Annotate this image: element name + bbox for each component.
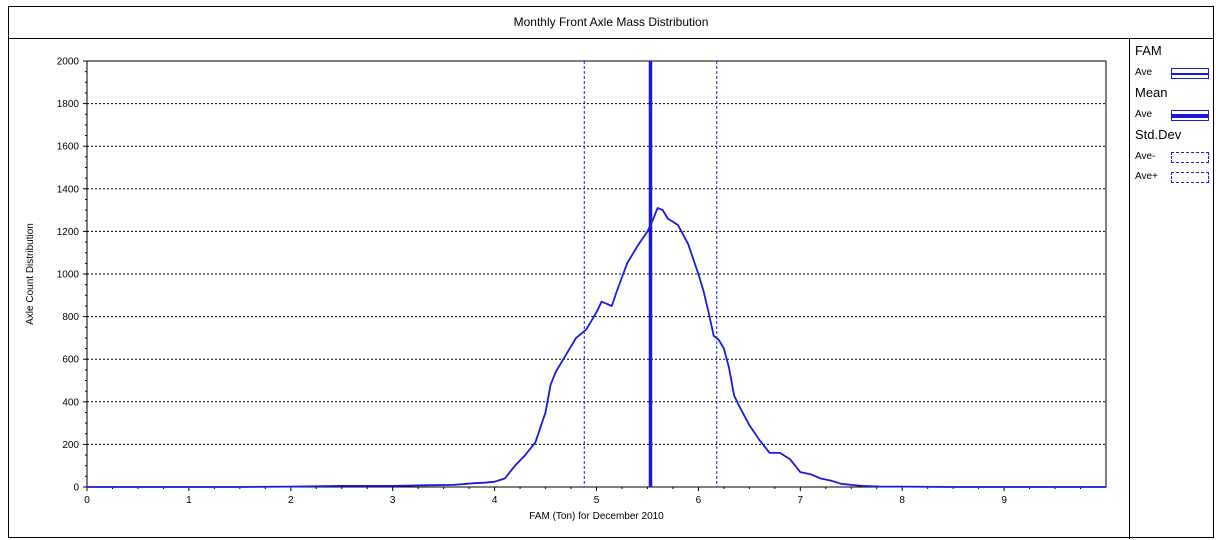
x-tick-label: 0	[84, 495, 90, 506]
legend-title-mean: Mean	[1135, 85, 1168, 100]
legend-swatch-mean	[1171, 110, 1209, 121]
legend: FAM Ave Mean Ave Std.Dev Ave- Ave+	[1131, 39, 1215, 199]
x-tick-label: 3	[390, 495, 396, 506]
y-tick-label: 400	[62, 397, 79, 408]
legend-swatch-fam	[1171, 68, 1209, 79]
y-tick-label: 1200	[57, 227, 80, 238]
y-tick-label: 1000	[57, 270, 80, 281]
plot-svg: 0 200 400 600 800 1000 1200 1400 1600 1800 2000 0 1 2…	[25, 57, 1107, 522]
y-axis-label: Axle Count Distribution	[25, 223, 36, 325]
chart-frame: Monthly Front Axle Mass Distribution 0 20…	[8, 6, 1215, 539]
y-tick-label: 600	[62, 355, 79, 366]
legend-swatch-std-minus	[1171, 152, 1209, 163]
legend-divider	[1129, 39, 1130, 539]
chart-title: Monthly Front Axle Mass Distribution	[9, 7, 1213, 39]
series-line-fam-ave	[87, 207, 1106, 488]
legend-swatch-std-plus	[1171, 172, 1209, 183]
y-tick-label: 2000	[57, 57, 80, 68]
x-axis-label: FAM (Ton) for December 2010	[529, 511, 664, 522]
x-tick-label: 6	[696, 495, 702, 506]
x-tick-label: 2	[288, 495, 294, 506]
x-tick-label: 1	[186, 495, 192, 506]
legend-label-fam-ave: Ave	[1135, 67, 1153, 78]
x-tick-label: 8	[899, 495, 905, 506]
y-tick-label: 0	[73, 483, 79, 494]
x-tick-label: 9	[1001, 495, 1007, 506]
tick-layer: 0 200 400 600 800 1000 1200 1400 1600 1800 2000 0 1 2…	[57, 57, 1082, 506]
grid-layer	[86, 60, 1107, 488]
y-tick-label: 200	[62, 440, 79, 451]
legend-title-fam: FAM	[1135, 43, 1162, 58]
x-tick-label: 7	[798, 495, 804, 506]
legend-label-std-plus: Ave+	[1135, 171, 1158, 182]
x-tick-label: 4	[492, 495, 498, 506]
y-tick-label: 1600	[57, 142, 80, 153]
legend-label-std-minus: Ave-	[1135, 151, 1156, 162]
legend-title-stddev: Std.Dev	[1135, 127, 1182, 142]
legend-label-mean-ave: Ave	[1135, 109, 1153, 120]
y-tick-label: 1400	[57, 184, 80, 195]
y-tick-label: 800	[62, 312, 79, 323]
y-tick-label: 1800	[57, 99, 80, 110]
mark-layer	[87, 61, 1106, 488]
x-tick-label: 5	[594, 495, 600, 506]
